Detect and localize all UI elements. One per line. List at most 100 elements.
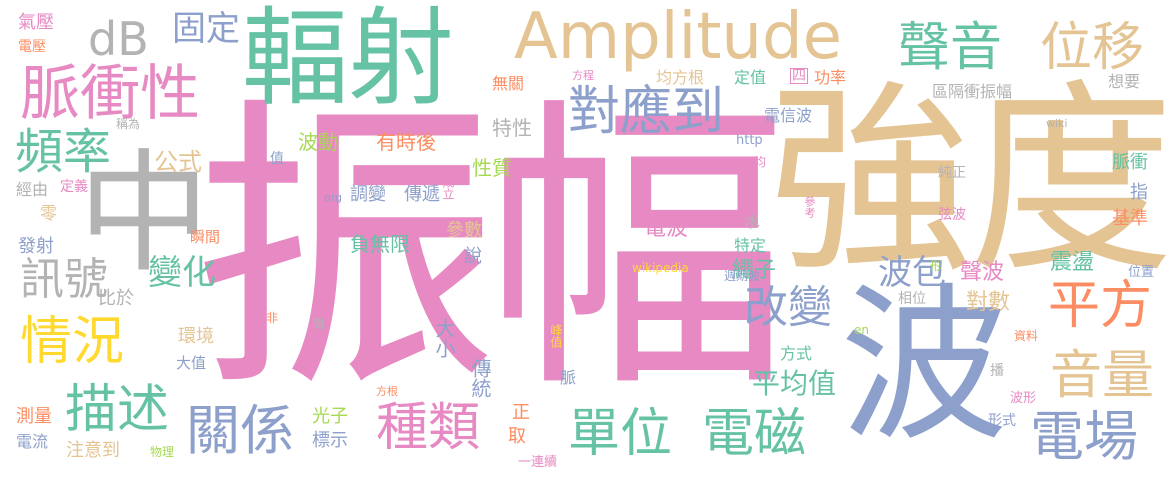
word-biyu: 比於 xyxy=(98,288,134,309)
word-shunjian: 瞬間 xyxy=(190,228,221,246)
word-xing: 形 xyxy=(930,259,943,273)
word-zhouqibo: 週期波 xyxy=(724,269,761,283)
word-jian: 間 xyxy=(312,317,325,331)
word-org: org xyxy=(324,191,343,204)
word-guanxi: 關係 xyxy=(186,399,294,462)
word-chuandi: 傳遞 xyxy=(404,184,440,205)
word-shengyin: 聲音 xyxy=(898,18,1003,78)
word-dianxinbo: 電信波 xyxy=(764,106,813,125)
word-duiyingdao: 對應到 xyxy=(568,82,725,142)
word-dianchang: 電場 xyxy=(1030,405,1138,468)
word-zhuyidao: 注意到 xyxy=(66,440,120,461)
word-gonglu: 功率 xyxy=(814,68,847,87)
word-maichong: 脈衝 xyxy=(1112,152,1148,173)
word-celiang: 測量 xyxy=(16,406,52,427)
word-fangshi: 方式 xyxy=(780,344,813,363)
word-amplitude: Amplitude xyxy=(514,0,842,74)
word-wuli: 物理 xyxy=(150,445,175,459)
word-fangcheng: 方程 xyxy=(572,69,594,82)
word-shengzi: 繩子 xyxy=(732,258,777,283)
word-en: en xyxy=(854,323,869,337)
word-si: 四 xyxy=(790,68,808,84)
word-qiangdu: 強度 xyxy=(768,63,1174,301)
word-shuo: 說 xyxy=(464,246,482,267)
word-pingjunzhi: 平均值 xyxy=(752,367,837,400)
word-zhonglei: 種類 xyxy=(376,398,481,458)
word-bobao: 波包 xyxy=(878,253,946,293)
word-boxing: 波形 xyxy=(1010,391,1037,406)
word-biaoshi: 標示 xyxy=(312,430,348,451)
word-jun: 均 xyxy=(754,155,767,169)
word-fushe: 輻射 xyxy=(242,0,454,120)
word-jizhun: 基準 xyxy=(1112,208,1148,229)
word-mai: 脈 xyxy=(560,368,577,387)
word-yinliang: 音量 xyxy=(1050,346,1155,406)
word-db: dB xyxy=(88,12,149,66)
word-daxiao: 大小 xyxy=(432,318,456,358)
word-canshu: 參數 xyxy=(446,220,482,241)
word-shui: 水 xyxy=(744,212,761,231)
word-dingzhi: 定值 xyxy=(734,68,767,87)
word-youshihou: 有時後 xyxy=(376,130,436,154)
word-xiangwei: 相位 xyxy=(898,291,926,307)
word-dazhi: 大值 xyxy=(176,354,207,372)
word-fanggen: 方根 xyxy=(376,385,398,398)
word-tiaobian: 調變 xyxy=(350,184,386,205)
word-gongshi: 公式 xyxy=(154,148,202,176)
word-quge: 區隔衝振幅 xyxy=(932,82,1013,101)
word-zhenfu: 振幅 xyxy=(193,73,789,428)
word-danwei: 單位 xyxy=(568,404,673,464)
word-zhi: 指 xyxy=(1130,182,1148,203)
word-qiya: 氣壓 xyxy=(18,12,54,33)
word-shengbo: 聲波 xyxy=(960,260,1005,285)
word-duishu: 對數 xyxy=(966,290,1011,315)
word-bodong: 波動 xyxy=(298,130,338,154)
word-yilianxu: 一連續 xyxy=(518,455,558,470)
word-pingfang: 平方 xyxy=(1048,276,1153,336)
word-weizhi: 位置 xyxy=(1128,265,1155,280)
word-gaibian: 改變 xyxy=(744,282,832,333)
word-feng: 峰 xyxy=(326,233,339,247)
word-texing: 特性 xyxy=(492,116,532,140)
word-dianliu: 電流 xyxy=(16,432,49,451)
word-wuguan: 無關 xyxy=(492,74,525,93)
word-huanjing: 環境 xyxy=(178,326,214,347)
word-teding: 特定 xyxy=(734,236,767,255)
word-dianci: 電磁 xyxy=(702,404,807,464)
word-ziliao: 資料 xyxy=(1014,329,1039,343)
word-xunhao: 訊號 xyxy=(20,254,108,305)
word-wikipedia: wikipedia xyxy=(632,261,689,275)
word-chengli: 成立 xyxy=(441,176,455,200)
word-guangzi: 光子 xyxy=(312,406,348,427)
word-zhi2: 值 xyxy=(270,151,284,167)
word-jingyou: 經由 xyxy=(16,180,49,199)
word-miaoshu: 描述 xyxy=(65,380,170,440)
word-http: http xyxy=(736,133,763,148)
word-junfanggen: 均方根 xyxy=(656,68,705,87)
word-bianhua: 變化 xyxy=(148,253,216,293)
word-xingshi: 形式 xyxy=(988,413,1016,429)
word-xiangyao: 想要 xyxy=(1108,72,1141,91)
word-chuantong: 傳統 xyxy=(468,358,492,398)
word-wiki: wiki xyxy=(1046,117,1068,130)
word-xingzhi: 性質 xyxy=(472,156,512,180)
word-dianya: 電壓 xyxy=(18,39,46,55)
word-qu: 取 xyxy=(508,426,526,447)
word-xianbo: 弦波 xyxy=(938,207,966,223)
word-cankao: 參考 xyxy=(803,196,816,218)
word-pinlu: 頻率 xyxy=(15,124,112,180)
word-chunzheng: 純正 xyxy=(938,165,966,181)
word-fei: 非 xyxy=(266,311,279,325)
word-bo2: 播 xyxy=(990,363,1004,379)
word-dianbo: 電波 xyxy=(644,216,689,241)
word-weiyi: 位移 xyxy=(1040,18,1145,78)
word-qingkuang: 情況 xyxy=(20,312,125,372)
word-guding: 固定 xyxy=(172,9,240,49)
word-fuwuxian: 負無限 xyxy=(350,232,410,256)
word-maichongxing: 脈衝性 xyxy=(20,59,200,129)
word-fengzhi: 峰值 xyxy=(549,324,563,348)
word-ling: 零 xyxy=(40,204,57,224)
word-zhong: 中 xyxy=(78,137,210,291)
word-bo: 波 xyxy=(840,268,1008,464)
